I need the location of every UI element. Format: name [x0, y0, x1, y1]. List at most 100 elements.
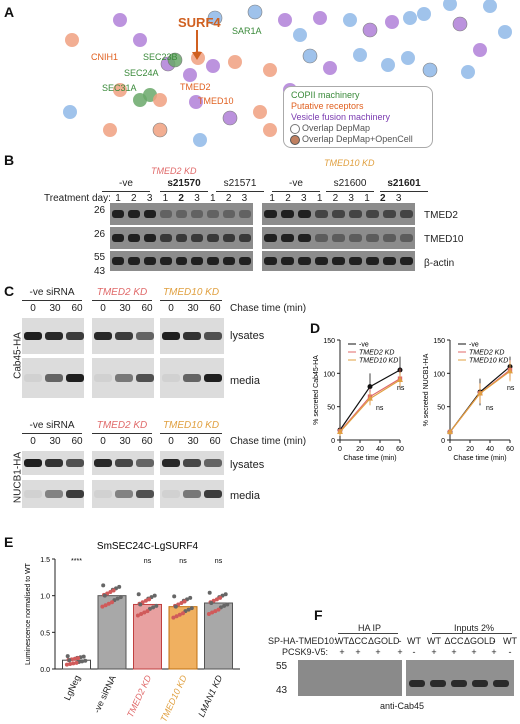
b-group-line: [160, 191, 208, 192]
label-sec23b: SEC23B: [143, 52, 178, 62]
b-band: [207, 210, 220, 218]
d-legend-label: TMED10 KD: [469, 358, 508, 365]
e-point: [118, 595, 123, 600]
b-day-label: 1: [210, 193, 216, 204]
network-node: [461, 65, 475, 79]
d-ytick-label: 150: [323, 338, 335, 345]
b-band: [159, 210, 172, 218]
f-band: [493, 680, 509, 687]
f-row2-lane: +: [431, 647, 437, 657]
c-band: [115, 490, 133, 498]
b-band: [264, 257, 277, 265]
b-group-line: [272, 191, 320, 192]
b-band: [239, 210, 251, 218]
c-time-label: 0: [100, 303, 106, 314]
b-group-line: [216, 191, 264, 192]
network-node: [417, 7, 431, 21]
legend-copii: COPII machinery: [291, 90, 360, 100]
b-row-tmed10: TMED10: [424, 234, 464, 245]
b-day-label: 2: [332, 193, 339, 204]
panel-f-letter: F: [314, 607, 323, 623]
c-group-label: -ve siRNA: [29, 287, 75, 298]
e-point: [143, 598, 148, 603]
label-tmed10: TMED10: [198, 96, 234, 106]
network-node: [133, 93, 147, 107]
c-band: [115, 374, 133, 382]
b-band: [383, 234, 396, 242]
c-band: [45, 459, 63, 467]
c-band: [45, 332, 63, 340]
c-time-label: 0: [168, 436, 174, 447]
e-point: [110, 600, 114, 605]
f-row2-lane: +: [339, 647, 345, 657]
d-ytick-label: 0: [331, 438, 335, 445]
c-band: [66, 332, 84, 340]
network-node: [113, 13, 127, 27]
b-band: [281, 210, 294, 218]
b-day-label: 3: [395, 193, 402, 204]
e-point: [136, 592, 141, 597]
d-xtick-label: 40: [376, 446, 384, 453]
f-band: [430, 680, 446, 687]
b-band: [366, 234, 379, 242]
f-row2-lane: -: [508, 647, 512, 657]
network-node: [263, 63, 277, 77]
b-band: [191, 234, 204, 242]
b-mw-55: 55: [94, 252, 106, 263]
c-band: [94, 490, 112, 498]
d-ytick-label: 0: [441, 438, 445, 445]
c-time-label: 30: [49, 436, 61, 447]
b-treatment-label: Treatment day:: [44, 193, 111, 204]
c-chase-label-top: Chase time (min): [230, 303, 307, 314]
c-band: [66, 374, 84, 382]
b-blot: [262, 227, 415, 249]
network-node: [343, 13, 357, 27]
e-point: [76, 656, 81, 661]
b-band: [298, 234, 311, 242]
c-group-label: TMED2 KD: [96, 420, 148, 431]
c-time-label: 60: [141, 303, 153, 314]
network-node: [353, 48, 367, 62]
f-row1-lane: WT: [335, 636, 349, 646]
e-point: [209, 601, 214, 605]
f-row2-lane: +: [375, 647, 381, 657]
e-point: [80, 659, 85, 664]
b-blot: [110, 227, 253, 249]
b-blot: [110, 203, 253, 225]
e-sig-label: ns: [144, 558, 152, 565]
c-band: [183, 490, 201, 498]
f-blot-label: anti-Cab45: [380, 701, 425, 711]
c-time-label: 60: [71, 303, 83, 314]
b-band: [400, 257, 413, 265]
e-point: [181, 611, 185, 616]
c-band: [136, 332, 154, 340]
d-point: [397, 377, 403, 382]
c-blot: [22, 451, 84, 475]
f-ha-ip-line: [338, 633, 398, 634]
c-band: [45, 490, 63, 498]
b-band: [143, 210, 156, 218]
b-blot: [262, 203, 415, 225]
c-blot: [92, 480, 154, 508]
network-node: [381, 58, 395, 72]
legend-overlap-icon: [290, 124, 300, 134]
e-point: [188, 595, 193, 600]
f-band: [409, 680, 425, 687]
d-ytick-label: 150: [433, 338, 445, 345]
network-node: [313, 11, 327, 25]
f-row1-lane: ΔCC: [348, 636, 368, 646]
c-time-label: 60: [141, 436, 153, 447]
b-group-label: -ve: [119, 178, 133, 189]
e-category-label: LMAN1 KD: [196, 673, 224, 718]
f-row1-lane: ΔCC: [444, 636, 464, 646]
d-ylabel: % secreted NUCB1-HA: [423, 353, 430, 426]
c-band: [136, 490, 154, 498]
panel-b-letter: B: [4, 152, 15, 168]
d-ytick-label: 50: [327, 405, 335, 412]
b-band: [332, 210, 345, 218]
b-band: [191, 210, 204, 218]
e-point: [182, 599, 187, 604]
c-blot: [92, 358, 154, 398]
b-band: [366, 210, 379, 218]
e-point: [106, 601, 111, 606]
